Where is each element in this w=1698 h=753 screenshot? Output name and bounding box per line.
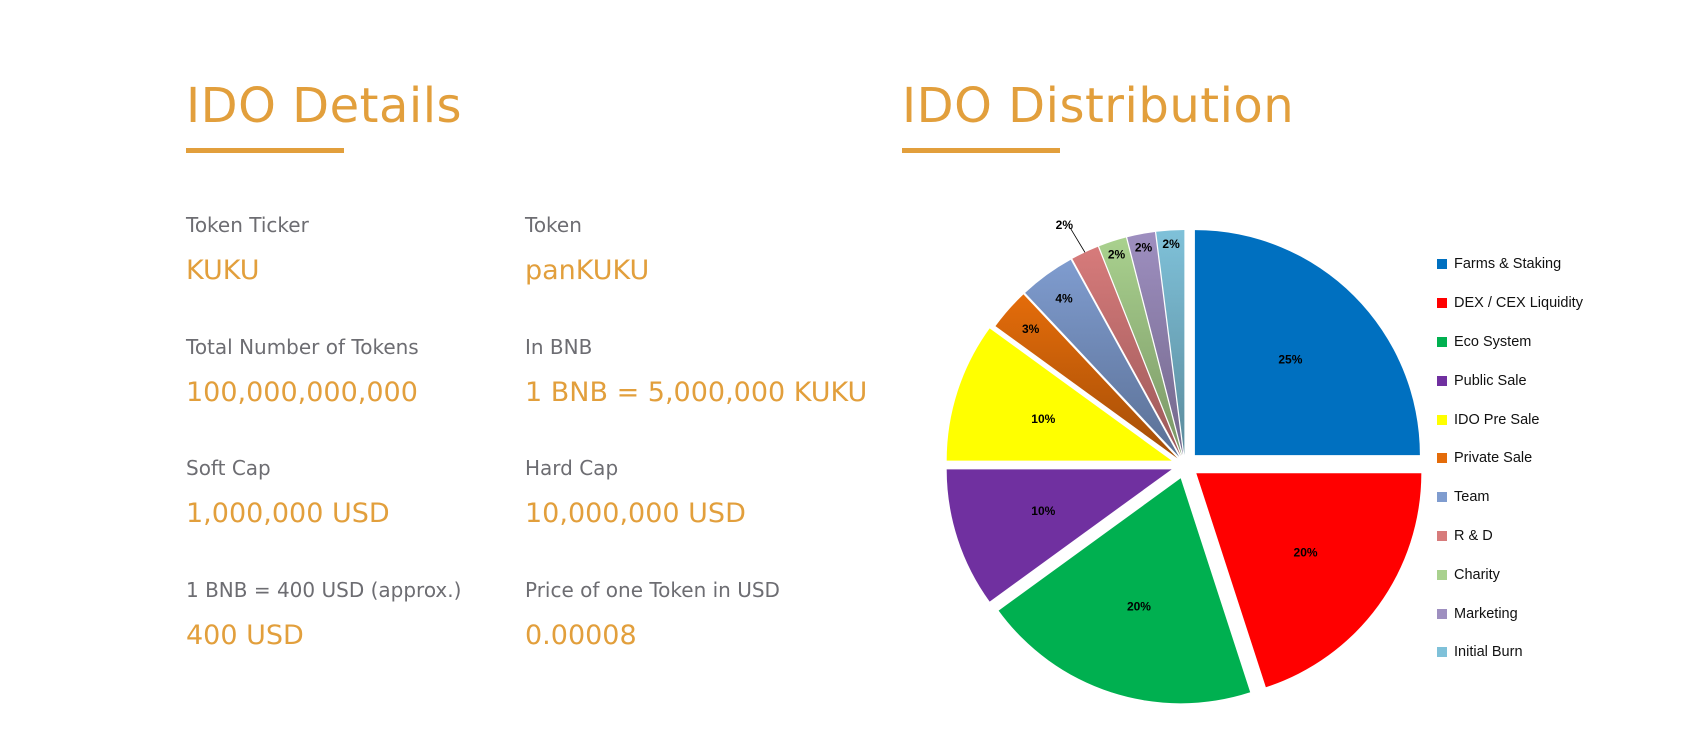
- legend-item-private-sale: Private Sale: [1437, 439, 1583, 478]
- legend-swatch: [1437, 530, 1447, 541]
- details-grid: Token Ticker KUKU Token panKUKU Total Nu…: [186, 212, 868, 699]
- legend-item-r-d: R & D: [1437, 517, 1583, 556]
- pie-label-ido-pre-sale: 10%: [1031, 412, 1055, 426]
- legend-swatch: [1437, 414, 1447, 425]
- legend-label: Private Sale: [1454, 450, 1533, 467]
- detail-label: Token: [525, 213, 582, 237]
- details-heading: IDO Details: [186, 78, 463, 134]
- detail-value: panKUKU: [525, 255, 650, 286]
- pie-label-public-sale: 10%: [1031, 504, 1055, 518]
- pie-slice-dex-cex-liquidity: [1196, 473, 1422, 688]
- pie-leader-line-r-d: [1069, 227, 1086, 253]
- legend-label: Team: [1454, 489, 1490, 506]
- detail-soft-cap: Soft Cap 1,000,000 USD: [186, 455, 525, 577]
- detail-in-bnb: In BNB 1 BNB = 5,000,000 KUKU: [525, 334, 868, 456]
- detail-token: Token panKUKU: [525, 212, 865, 334]
- detail-bnb-usd: 1 BNB = 400 USD (approx.) 400 USD: [186, 577, 525, 699]
- legend-item-charity: Charity: [1437, 555, 1583, 594]
- pie-slice-eco-system: [998, 478, 1251, 704]
- legend-swatch: [1437, 336, 1447, 347]
- pie-slice-initial-burn: [1156, 230, 1185, 456]
- legend-label: Marketing: [1454, 605, 1518, 622]
- detail-label: Token Ticker: [186, 213, 309, 237]
- legend-swatch: [1437, 647, 1447, 658]
- legend-label: IDO Pre Sale: [1454, 411, 1540, 428]
- pie-label-private-sale: 3%: [1022, 322, 1040, 336]
- legend-label: Charity: [1454, 566, 1500, 583]
- detail-token-ticker: Token Ticker KUKU: [186, 212, 525, 334]
- pie-label-dex-cex-liquidity: 20%: [1294, 546, 1318, 560]
- details-heading-underline: [186, 148, 344, 153]
- detail-label: Total Number of Tokens: [186, 334, 419, 359]
- legend-item-ido-pre-sale: IDO Pre Sale: [1437, 400, 1583, 439]
- pie-label-farms-staking: 25%: [1278, 353, 1302, 367]
- legend-swatch: [1437, 259, 1447, 270]
- detail-value: KUKU: [186, 255, 260, 286]
- detail-value: 1,000,000 USD: [186, 498, 390, 530]
- distribution-heading: IDO Distribution: [902, 78, 1295, 134]
- legend-swatch: [1437, 375, 1447, 386]
- legend-label: Initial Burn: [1454, 644, 1523, 661]
- legend-label: DEX / CEX Liquidity: [1454, 295, 1583, 312]
- legend-swatch: [1437, 453, 1447, 464]
- legend-label: Farms & Staking: [1454, 256, 1562, 273]
- detail-label: In BNB: [525, 334, 593, 359]
- detail-value: 0.00008: [525, 620, 637, 652]
- detail-hard-cap: Hard Cap 10,000,000 USD: [525, 455, 865, 577]
- pie-slice-team: [1025, 259, 1180, 457]
- detail-label: 1 BNB = 400 USD (approx.): [186, 578, 462, 603]
- pie-label-team: 4%: [1055, 292, 1073, 306]
- detail-label: Hard Cap: [525, 456, 619, 481]
- legend-label: R & D: [1454, 527, 1493, 544]
- legend-item-initial-burn: Initial Burn: [1437, 633, 1583, 672]
- legend-swatch: [1437, 298, 1447, 309]
- legend-item-team: Team: [1437, 478, 1583, 517]
- legend-label: Eco System: [1454, 333, 1532, 350]
- pie-label-initial-burn: 2%: [1162, 237, 1180, 251]
- detail-token-price: Price of one Token in USD 0.00008: [525, 577, 865, 699]
- pie-label-r-d: 2%: [1056, 218, 1074, 232]
- pie-slice-r-d: [1072, 246, 1181, 456]
- legend-item-marketing: Marketing: [1437, 594, 1583, 633]
- pie-label-eco-system: 20%: [1127, 600, 1151, 614]
- detail-label: Price of one Token in USD: [525, 578, 780, 603]
- detail-total-tokens: Total Number of Tokens 100,000,000,000: [186, 334, 525, 456]
- legend-swatch: [1437, 492, 1447, 503]
- pie-slice-marketing: [1127, 231, 1184, 456]
- pie-label-marketing: 2%: [1135, 240, 1153, 254]
- distribution-heading-underline: [902, 148, 1060, 153]
- pie-label-charity: 2%: [1108, 247, 1126, 261]
- pie-slice-charity: [1099, 237, 1182, 456]
- chart-legend: Farms & Staking DEX / CEX Liquidity Eco Sy…: [1437, 245, 1583, 672]
- legend-item-farms-staking: Farms & Staking: [1437, 245, 1583, 284]
- pie-slice-private-sale: [995, 294, 1178, 459]
- detail-label: Soft Cap: [186, 456, 271, 481]
- pie-slice-farms-staking: [1194, 230, 1420, 456]
- legend-item-public-sale: Public Sale: [1437, 361, 1583, 400]
- detail-value: 1 BNB = 5,000,000 KUKU: [525, 376, 868, 408]
- legend-swatch: [1437, 569, 1447, 580]
- legend-item-dex-cex-liquidity: DEX / CEX Liquidity: [1437, 284, 1583, 323]
- detail-value: 100,000,000,000: [186, 376, 418, 408]
- legend-swatch: [1437, 608, 1447, 619]
- pie-slice-public-sale: [946, 469, 1172, 602]
- legend-item-eco-system: Eco System: [1437, 323, 1583, 362]
- legend-label: Public Sale: [1454, 372, 1527, 389]
- detail-value: 10,000,000 USD: [525, 498, 746, 530]
- detail-value: 400 USD: [186, 620, 304, 652]
- pie-slice-ido-pre-sale: [946, 328, 1172, 461]
